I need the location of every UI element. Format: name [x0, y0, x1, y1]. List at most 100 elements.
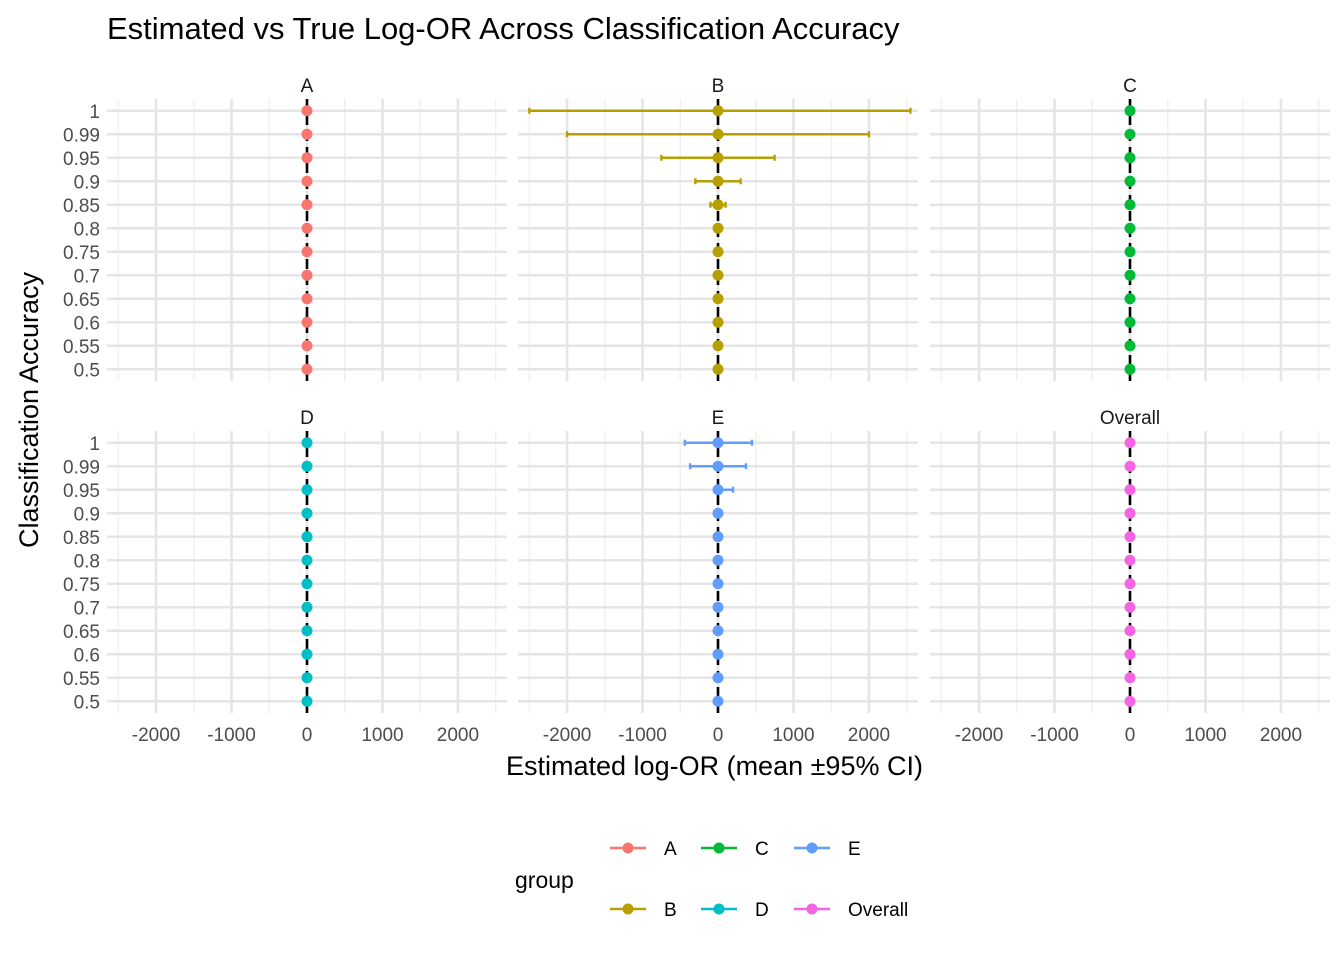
x-tick-label: 1000: [772, 725, 814, 746]
data-point: [1124, 601, 1136, 613]
legend-key-point: [622, 903, 634, 915]
data-point: [301, 695, 313, 707]
legend-key-point: [713, 903, 725, 915]
data-point: [712, 460, 724, 472]
y-tick-label: 0.6: [74, 313, 100, 334]
data-point: [301, 484, 313, 496]
data-point: [1124, 554, 1136, 566]
x-tick-label: -2000: [132, 725, 181, 746]
data-point: [712, 128, 724, 140]
facet-panel-b: B: [518, 76, 918, 381]
data-point: [301, 601, 313, 613]
data-point: [1124, 672, 1136, 684]
chart-title: Estimated vs True Log-OR Across Classifi…: [107, 11, 900, 46]
y-tick-label: 0.75: [63, 575, 100, 596]
x-tick-label: 0: [1125, 725, 1136, 746]
data-point: [301, 246, 313, 258]
y-tick-label: 0.65: [63, 290, 100, 311]
data-point: [1124, 152, 1136, 164]
data-point: [301, 460, 313, 472]
data-point: [301, 437, 313, 449]
facet-panel-a: A 0.50.55 0.60.65 0.70.75 0.80.85 0.90.95 0.99…: [63, 76, 507, 381]
data-point: [712, 269, 724, 281]
legend-title: group: [515, 867, 574, 893]
data-point: [301, 672, 313, 684]
legend-label: B: [664, 900, 677, 921]
data-point: [712, 246, 724, 258]
data-point: [712, 601, 724, 613]
data-point: [1124, 128, 1136, 140]
data-point: [1124, 578, 1136, 590]
legend-label: A: [664, 839, 677, 860]
data-point: [712, 695, 724, 707]
y-tick-label: 0.5: [74, 692, 100, 713]
y-tick-label: 0.7: [74, 266, 100, 287]
x-tick-label: -1000: [618, 725, 667, 746]
y-tick-label: 0.9: [74, 504, 100, 525]
legend-item-e: E: [794, 839, 861, 860]
data-point: [301, 316, 313, 328]
y-tick-label: 0.95: [63, 481, 100, 502]
data-point: [712, 648, 724, 660]
legend-item-c: C: [701, 839, 769, 860]
facet-strip-label: E: [712, 408, 725, 429]
y-tick-label: 0.85: [63, 196, 100, 217]
legend-label: C: [755, 839, 769, 860]
data-point: [712, 175, 724, 187]
legend-label: D: [755, 900, 769, 921]
facet-panel-c: C: [930, 76, 1330, 381]
x-tick-label: -2000: [955, 725, 1004, 746]
data-point: [301, 293, 313, 305]
y-tick-label: 0.55: [63, 669, 100, 690]
x-tick-label: 1000: [1184, 725, 1226, 746]
y-tick-label: 0.7: [74, 598, 100, 619]
data-point: [712, 105, 724, 117]
y-tick-label: 1: [89, 102, 100, 123]
legend-label: E: [848, 839, 861, 860]
data-point: [301, 222, 313, 234]
y-tick-label: 1: [89, 434, 100, 455]
facet-strip-label: A: [301, 76, 314, 97]
x-tick-label: 2000: [1260, 725, 1302, 746]
legend: group A C E B D Overall: [515, 839, 908, 921]
data-point: [712, 625, 724, 637]
y-tick-label: 0.65: [63, 622, 100, 643]
data-point: [712, 484, 724, 496]
data-point: [1124, 340, 1136, 352]
data-point: [301, 105, 313, 117]
legend-item-a: A: [610, 839, 677, 860]
y-tick-label: 0.99: [63, 457, 100, 478]
x-tick-label: -2000: [543, 725, 592, 746]
data-point: [301, 554, 313, 566]
data-point: [301, 648, 313, 660]
data-point: [1124, 507, 1136, 519]
y-tick-label: 0.6: [74, 645, 100, 666]
data-point: [1124, 316, 1136, 328]
facet-panel-d: D 0.50.55 0.60.65 0.70.75 0.80.85 0.90.95 0.99…: [63, 408, 507, 746]
y-axis-label: Classification Accuracy: [14, 271, 44, 548]
data-point: [301, 363, 313, 375]
y-tick-label: 0.5: [74, 360, 100, 381]
data-point: [1124, 648, 1136, 660]
facet-panel-e: E -2000 -1000 0 1000 2000: [518, 408, 918, 746]
facet-strip-label: D: [300, 408, 314, 429]
data-point: [1124, 105, 1136, 117]
data-point: [1124, 695, 1136, 707]
data-point: [1124, 484, 1136, 496]
y-tick-label: 0.9: [74, 172, 100, 193]
x-tick-label: 0: [302, 725, 313, 746]
data-point: [712, 152, 724, 164]
data-point: [301, 152, 313, 164]
data-point: [712, 437, 724, 449]
data-point: [1124, 269, 1136, 281]
data-point: [301, 531, 313, 543]
data-point: [301, 175, 313, 187]
y-tick-label: 0.8: [74, 551, 100, 572]
legend-key-point: [622, 842, 634, 854]
data-point: [712, 672, 724, 684]
legend-key-point: [806, 903, 818, 915]
legend-key-point: [806, 842, 818, 854]
x-axis-label: Estimated log-OR (mean ±95% CI): [506, 751, 923, 781]
y-tick-label: 0.55: [63, 337, 100, 358]
